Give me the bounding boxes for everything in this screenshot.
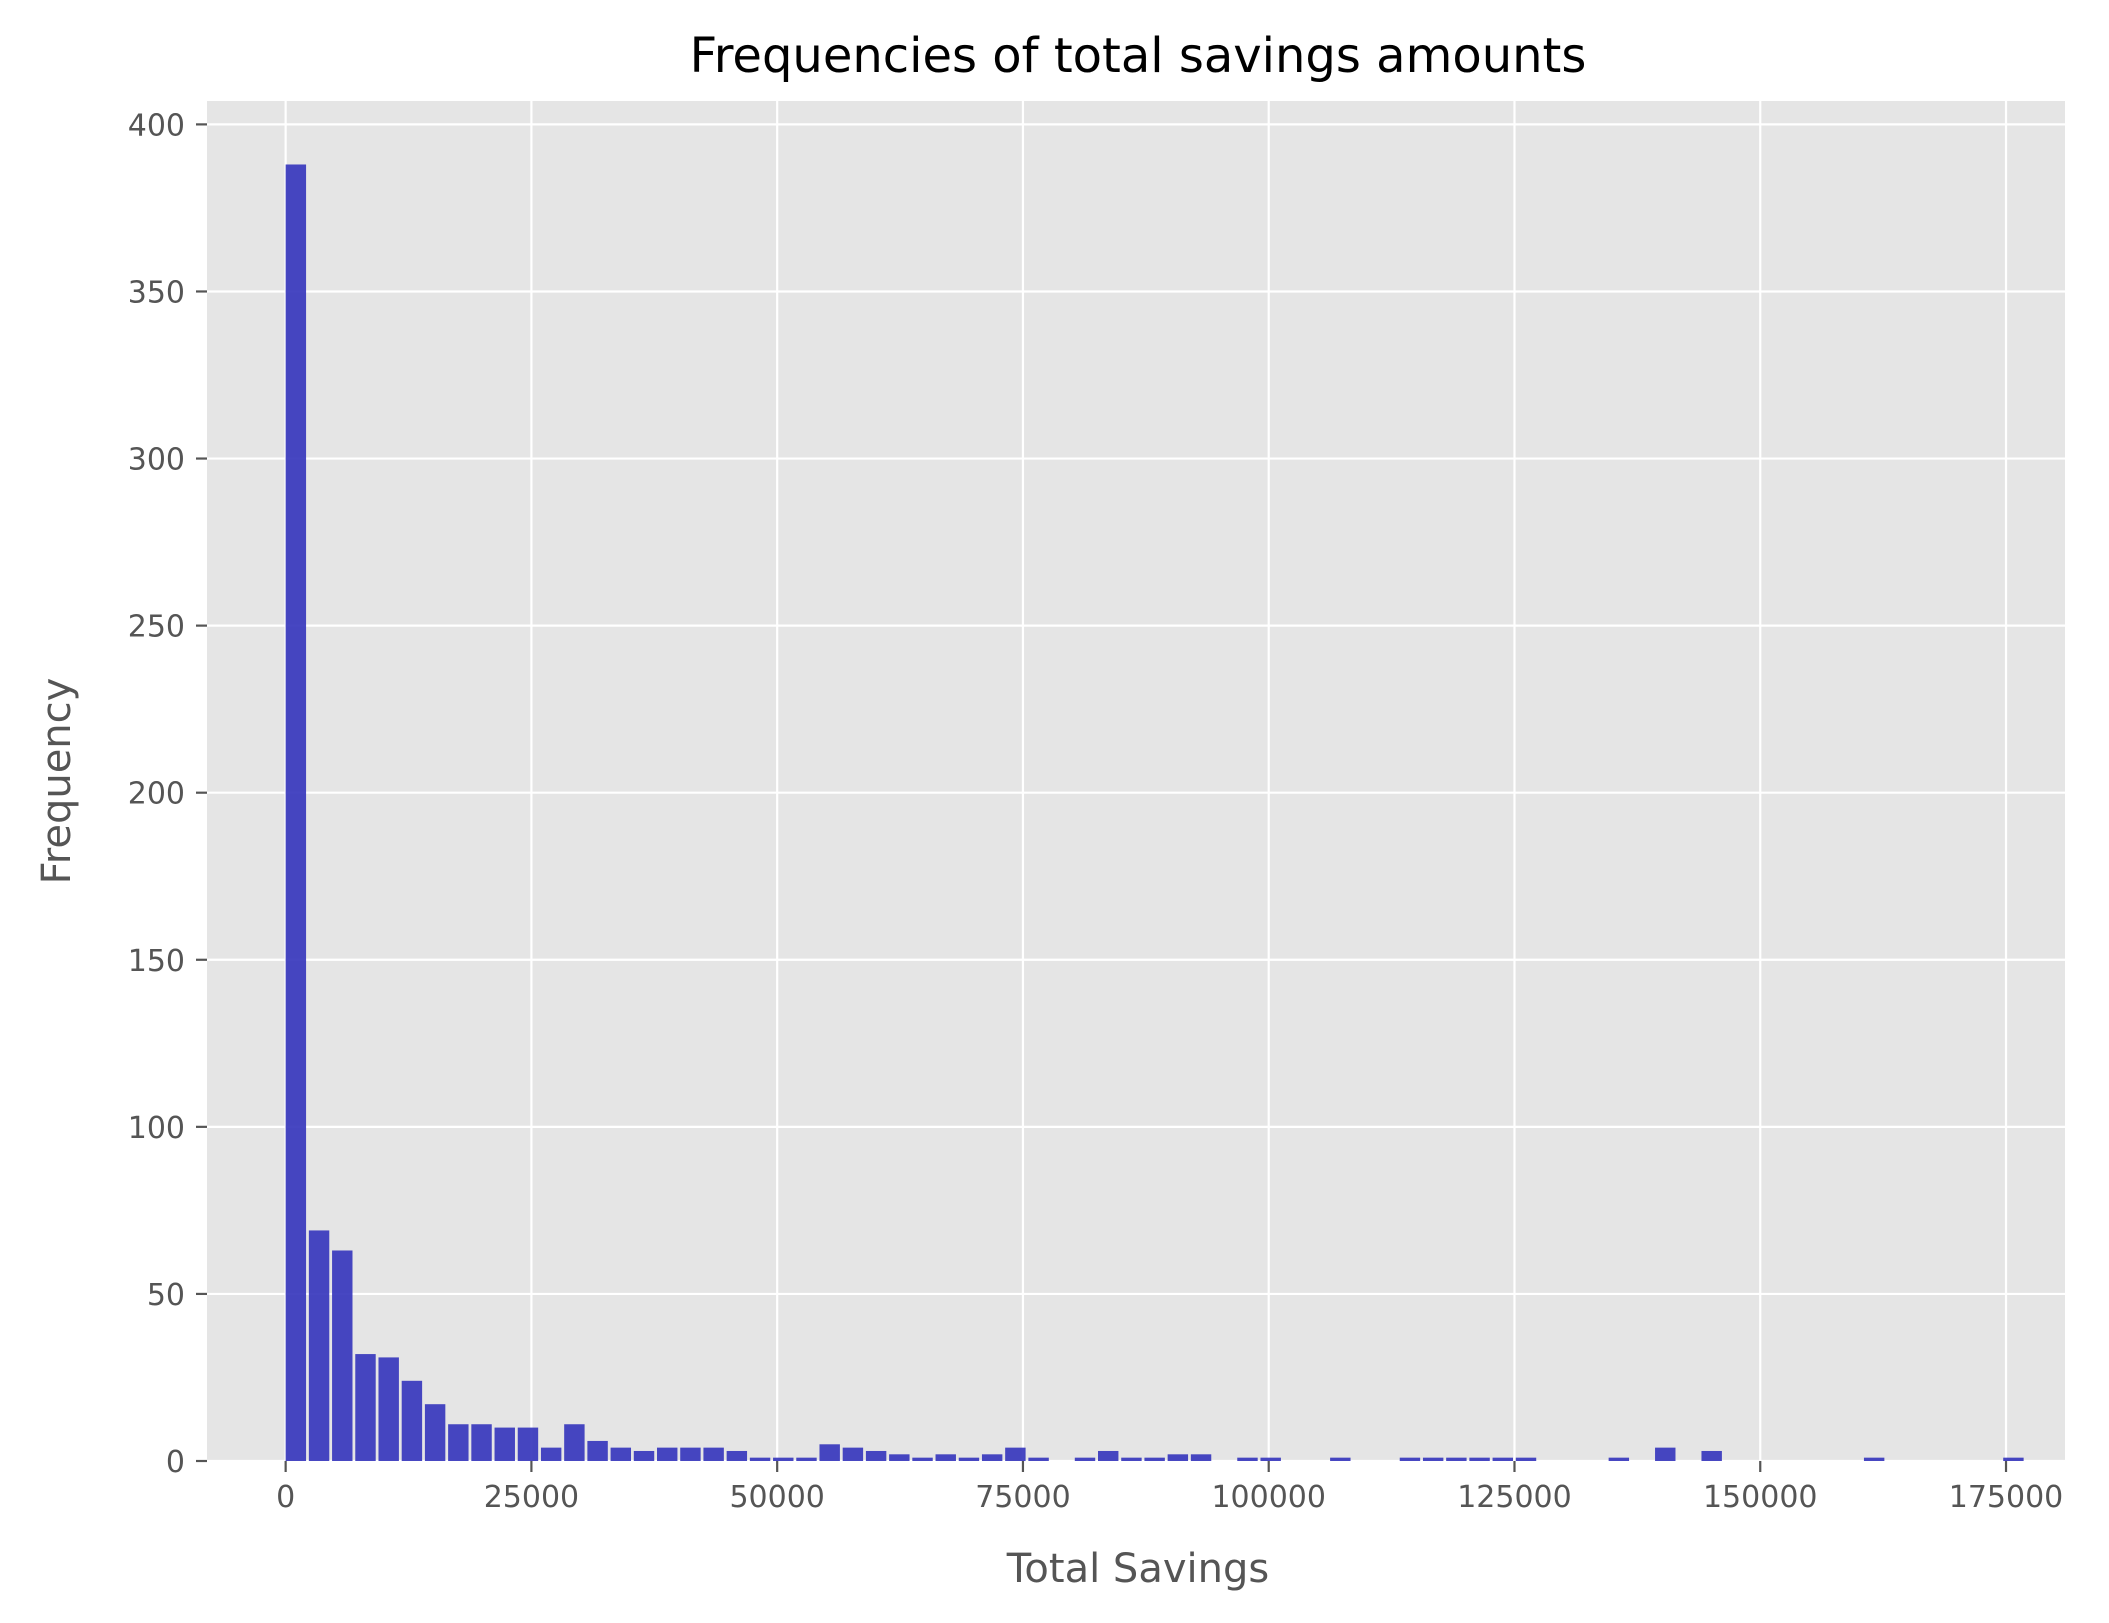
x-tick-label: 125000 <box>1457 1480 1572 1515</box>
histogram-bar <box>726 1450 748 1461</box>
histogram-bar <box>1608 1457 1630 1461</box>
chart-title: Frequencies of total savings amounts <box>690 28 1587 84</box>
histogram-bar <box>517 1427 539 1461</box>
histogram-bar <box>865 1450 887 1461</box>
y-tick-label: 400 <box>128 108 185 143</box>
histogram-bar <box>1121 1457 1142 1461</box>
histogram-bar <box>355 1354 376 1461</box>
histogram-bar <box>1422 1457 1444 1461</box>
histogram-bar <box>981 1454 1003 1461</box>
histogram-bar <box>587 1440 608 1461</box>
plot-area <box>207 101 2065 1461</box>
x-tick-label: 150000 <box>1703 1480 1818 1515</box>
histogram-bar <box>633 1450 655 1461</box>
histogram-bar <box>680 1447 701 1461</box>
histogram-bar <box>819 1444 840 1461</box>
histogram-bar <box>1863 1457 1885 1461</box>
histogram-bar <box>1144 1457 1165 1461</box>
y-tick-label: 250 <box>128 610 185 645</box>
histogram-bar <box>1399 1457 1421 1461</box>
histogram-bar <box>703 1447 724 1461</box>
histogram-bar <box>912 1457 933 1461</box>
histogram-bar <box>540 1447 562 1461</box>
x-tick-label: 75000 <box>975 1480 1070 1515</box>
histogram-bar <box>1515 1457 1537 1461</box>
x-tick-label: 100000 <box>1211 1480 1326 1515</box>
histogram-bar <box>1028 1457 1049 1461</box>
histogram-bar <box>401 1380 423 1461</box>
histogram-bar <box>471 1424 492 1461</box>
x-tick-label: 25000 <box>484 1480 579 1515</box>
histogram-bars <box>285 164 2024 1462</box>
histogram-bar <box>610 1447 632 1461</box>
y-tick-label: 300 <box>128 443 185 478</box>
histogram-bar <box>749 1457 771 1461</box>
histogram-bar <box>773 1457 794 1461</box>
histogram-bar <box>378 1357 399 1461</box>
y-tick-label: 100 <box>128 1111 185 1146</box>
histogram-bar <box>1260 1457 1281 1461</box>
histogram-bar <box>935 1454 956 1461</box>
y-tick-label: 50 <box>147 1278 185 1313</box>
histogram-bar <box>308 1230 330 1461</box>
histogram-bar <box>1190 1454 1212 1461</box>
histogram-bar <box>1005 1447 1026 1461</box>
histogram-bar <box>448 1424 469 1461</box>
histogram-bar <box>657 1447 678 1461</box>
histogram-bar <box>1167 1454 1189 1461</box>
x-tick-label: 175000 <box>1949 1480 2064 1515</box>
histogram-bar <box>2003 1457 2024 1461</box>
y-tick-label: 0 <box>166 1445 185 1480</box>
y-tick-label: 350 <box>128 275 185 310</box>
histogram-bar <box>1237 1457 1258 1461</box>
y-axis-label: Frequency <box>34 678 80 885</box>
histogram-bar <box>1446 1457 1467 1461</box>
histogram-bar <box>332 1250 353 1461</box>
histogram-bar <box>796 1457 817 1461</box>
histogram-bar <box>424 1404 446 1461</box>
histogram-bar <box>1701 1450 1722 1461</box>
histogram-bar <box>1492 1457 1514 1461</box>
histogram-bar <box>1655 1447 1676 1461</box>
x-tick-label: 50000 <box>729 1480 824 1515</box>
y-axis-ticks: 0 50 100 150 200 250 300 350 400 <box>128 108 207 1480</box>
x-axis-ticks: 0 25000 50000 75000 100000 125000 150000 175000 <box>276 1461 2063 1515</box>
x-tick-label: 0 <box>276 1480 295 1515</box>
histogram-bar <box>1469 1457 1490 1461</box>
y-tick-label: 200 <box>128 777 185 812</box>
y-tick-label: 150 <box>128 944 185 979</box>
x-axis-label: Total Savings <box>1006 1546 1269 1592</box>
histogram-bar <box>1074 1457 1096 1461</box>
histogram-bar <box>494 1427 515 1461</box>
histogram-bar <box>842 1447 864 1461</box>
histogram-bar <box>889 1454 910 1461</box>
grid-lines <box>207 101 2065 1463</box>
histogram-bar <box>285 164 307 1462</box>
histogram-bar <box>1330 1457 1351 1461</box>
histogram-bar <box>564 1424 585 1461</box>
histogram-bar <box>1098 1450 1119 1461</box>
histogram-bar <box>958 1457 980 1461</box>
